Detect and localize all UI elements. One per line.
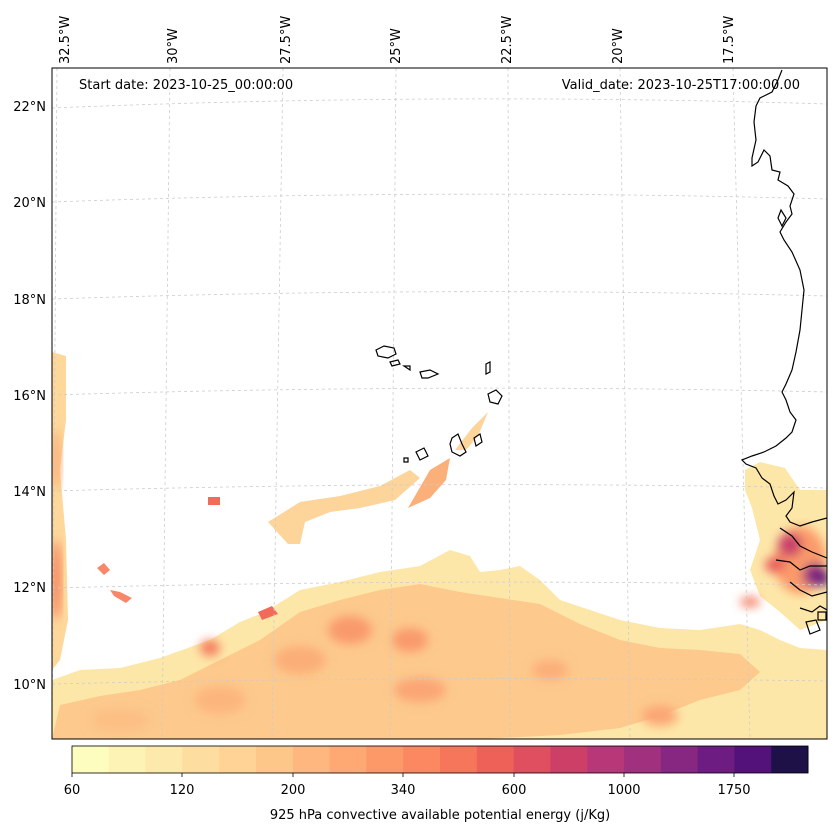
colorbar-tick: 60 xyxy=(64,783,81,798)
guinea-coast xyxy=(799,605,827,613)
colorbar-title: 925 hPa convective available potential e… xyxy=(269,808,611,823)
colorbar xyxy=(71,745,809,777)
colorbar-segment xyxy=(403,746,441,773)
cape-blob xyxy=(394,678,446,702)
lat-tick: 16°N xyxy=(13,389,46,404)
colorbar-tick: 340 xyxy=(391,783,416,798)
colorbar-segment xyxy=(513,746,551,773)
colorbar-segment xyxy=(734,746,772,773)
valid-date-label: Valid_date: 2023-10-25T17:00:00.00 xyxy=(561,78,800,93)
colorbar-segment xyxy=(329,746,367,773)
lon-tick: 32.5°W xyxy=(58,16,73,64)
cape-blob xyxy=(52,540,62,620)
cape-blob xyxy=(532,660,568,680)
colorbar-frame xyxy=(71,745,809,774)
island-sao-vicente xyxy=(389,359,401,367)
cape-diagonal-band xyxy=(408,458,450,508)
island-boa-vista xyxy=(487,389,503,405)
cape-blob xyxy=(194,686,246,714)
cape-blob xyxy=(642,706,678,726)
cape-patch xyxy=(110,590,132,603)
island-sal xyxy=(485,361,491,375)
colorbar-segment xyxy=(292,746,331,773)
bijagos-islands xyxy=(805,619,821,635)
lon-tick: 22.5°W xyxy=(500,16,515,64)
africa-coastline-south xyxy=(779,527,827,559)
cape-diagonal-band xyxy=(268,470,420,544)
lon-tick: 27.5°W xyxy=(279,16,294,64)
colorbar-segment xyxy=(145,746,183,773)
cape-blob xyxy=(765,557,785,573)
cape-blob xyxy=(200,640,220,656)
cape-blob xyxy=(52,430,61,490)
colorbar-segment xyxy=(771,746,809,773)
lon-tick: 20°W xyxy=(611,28,626,64)
lat-tick-labels: 22°N 20°N 18°N 16°N 14°N 12°N 10°N xyxy=(13,100,46,693)
island-santiago xyxy=(449,433,467,457)
colorbar-segment xyxy=(366,746,404,773)
cape-blob xyxy=(392,628,428,652)
island-sao-nicolau xyxy=(419,369,440,379)
start-date-label: Start date: 2023-10-25_00:00:00 xyxy=(79,78,294,93)
bijagos-islands xyxy=(817,611,827,621)
coastlines xyxy=(375,69,827,635)
lat-tick: 12°N xyxy=(13,581,46,596)
colorbar-segment xyxy=(72,746,110,773)
island-maio xyxy=(473,433,483,447)
colorbar-segment xyxy=(182,746,220,773)
colorbar-tick: 600 xyxy=(502,783,527,798)
gridlines xyxy=(52,68,827,739)
colorbar-tick: 1750 xyxy=(717,783,750,798)
cape-patch xyxy=(97,563,110,575)
colorbar-segment xyxy=(697,746,735,773)
colorbar-segment xyxy=(660,746,699,773)
colorbar-segment xyxy=(256,746,294,773)
colorbar-segment xyxy=(440,746,478,773)
cape-blob xyxy=(817,570,827,586)
colorbar-segment xyxy=(108,746,147,773)
africa-coastline xyxy=(740,69,827,527)
guinea-bissau-coast xyxy=(789,581,827,597)
cape-blob xyxy=(740,597,760,607)
island-santa-luzia xyxy=(402,365,411,372)
lon-tick: 17.5°W xyxy=(722,16,737,64)
island-santo-antao xyxy=(375,345,397,359)
colorbar-segment xyxy=(624,746,662,773)
cape-diagonal-band xyxy=(455,412,488,450)
colorbar-tick-labels: 60 120 200 340 600 1000 1750 xyxy=(64,783,751,798)
colorbar-segment xyxy=(587,746,625,773)
colorbar-segment xyxy=(550,746,588,773)
lon-tick-labels: 32.5°W 30°W 27.5°W 25°W 22.5°W 20°W 17.5… xyxy=(58,16,737,64)
island-brava xyxy=(403,457,409,463)
cape-blob xyxy=(90,708,150,732)
lon-tick: 25°W xyxy=(389,28,404,64)
lon-tick: 30°W xyxy=(166,28,181,64)
colorbar-tick: 1000 xyxy=(607,783,640,798)
lat-tick: 14°N xyxy=(13,485,46,500)
cape-blob xyxy=(778,533,802,557)
western-sahara-inlet xyxy=(777,208,787,228)
island-fogo xyxy=(415,447,429,461)
cape-blob xyxy=(274,646,326,674)
cape-patch xyxy=(258,606,278,620)
cape-blob xyxy=(328,616,372,644)
lat-tick: 20°N xyxy=(13,196,46,211)
colorbar-tick: 200 xyxy=(281,783,306,798)
lat-tick: 22°N xyxy=(13,100,46,115)
cape-field xyxy=(52,352,827,739)
colorbar-segment xyxy=(476,746,515,773)
cape-patch xyxy=(208,497,220,505)
colorbar-tick: 120 xyxy=(170,783,195,798)
gambia-border xyxy=(775,559,827,571)
colorbar-segment xyxy=(219,746,257,773)
lat-tick: 10°N xyxy=(13,678,46,693)
lat-tick: 18°N xyxy=(13,293,46,308)
map-frame xyxy=(51,67,828,740)
